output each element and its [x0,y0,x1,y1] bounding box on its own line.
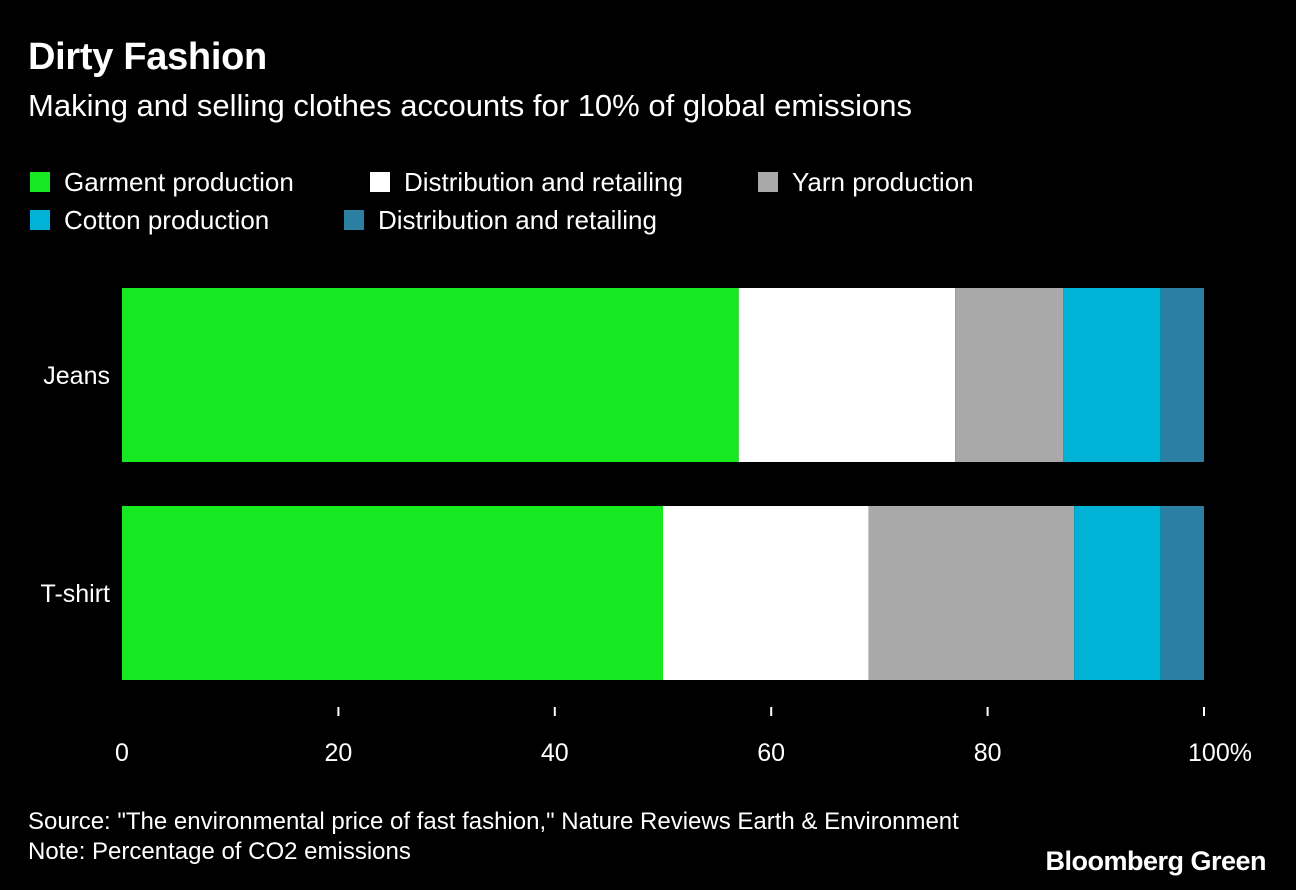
bar-segment [1063,288,1161,462]
bar-segment [1074,506,1161,680]
bar-segment [122,288,739,462]
x-tick-label: 100% [1188,739,1252,767]
legend-label: Garment production [64,166,294,197]
source-note: Source: "The environmental price of fast… [28,808,959,835]
x-tick-label: 0 [115,739,129,767]
legend-item: Garment production [30,167,294,197]
bar-segment [663,506,869,680]
bar-segment [122,506,663,680]
bar-segment [1160,506,1204,680]
legend-swatch [370,172,390,192]
legend-label: Distribution and retailing [378,204,657,235]
x-tick-label: 20 [324,739,352,767]
chart-title: Dirty Fashion [28,36,267,78]
bar-segment [1160,288,1204,462]
bar-segment [955,288,1064,462]
legend-label: Yarn production [792,166,974,197]
legend-swatch [30,172,50,192]
percentage-note: Note: Percentage of CO2 emissions [28,838,411,865]
chart-subtitle: Making and selling clothes accounts for … [28,88,912,123]
legend-swatch [758,172,778,192]
legend-label: Cotton production [64,204,270,235]
legend-item: Yarn production [758,167,974,197]
legend-swatch [344,210,364,230]
bar-segment [868,506,1075,680]
legend-label: Distribution and retailing [404,166,683,197]
legend-swatch [30,210,50,230]
brand-logo: Bloomberg Green [1045,846,1266,876]
legend-item: Cotton production [30,205,269,235]
x-tick-label: 80 [974,739,1002,767]
x-tick-label: 40 [541,739,569,767]
category-label: Jeans [43,362,110,390]
x-tick-label: 60 [757,739,785,767]
legend-item: Distribution and retailing [370,167,683,197]
legend-item: Distribution and retailing [344,205,657,235]
bar-segment [738,288,956,462]
category-label: T-shirt [41,580,111,608]
